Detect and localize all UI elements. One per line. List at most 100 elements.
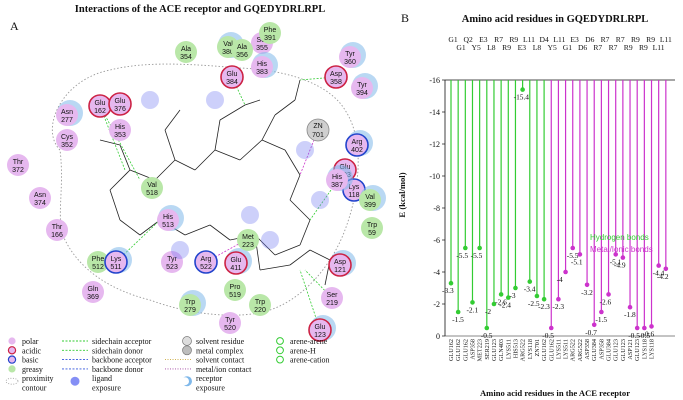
receptor-residue-label: LYS511 <box>563 339 570 359</box>
receptor-residue-label: GLU162 <box>448 339 455 361</box>
value-label: -3.4 <box>524 285 536 294</box>
receptor-residue-label: ASP121 <box>627 339 634 360</box>
legend-label: sidechain donor <box>92 346 143 355</box>
bar-point <box>620 255 626 260</box>
receptor-residue-label: GLU123 <box>613 339 620 361</box>
residue-name: Thr <box>13 159 24 166</box>
residue-name: Glu <box>227 71 238 78</box>
bar-point <box>455 309 461 315</box>
legend-swatch <box>5 377 19 385</box>
receptor-residue-label: HIS513 <box>512 339 519 358</box>
residue-name: Glu <box>315 324 326 331</box>
legend-swatch <box>181 377 189 386</box>
panel-a-title: Interactions of the ACE receptor and GQE… <box>75 4 325 15</box>
zinc-ion-number: 701 <box>312 132 324 139</box>
bar-point <box>498 292 504 297</box>
bar-point <box>477 245 482 251</box>
y-tick-label: -16 <box>429 76 440 85</box>
receptor-residue-label: LYS511 <box>505 339 512 359</box>
value-label: -3 <box>509 291 515 300</box>
bar-point <box>484 325 490 331</box>
legend-label: backbone donor <box>92 365 144 374</box>
ligand-exposure-spot <box>141 91 159 109</box>
receptor-residue-label: ARG522 <box>577 339 584 361</box>
residue-name: Val <box>223 41 233 48</box>
value-label: -1.5 <box>595 315 607 324</box>
legend-label: contour <box>22 384 47 393</box>
value-label: -2 <box>485 307 491 316</box>
residue-number: 353 <box>114 132 126 139</box>
receptor-residue-label: GLU162 <box>548 339 555 361</box>
peptide-residue-label: Q2 <box>464 35 473 44</box>
residue-number: 518 <box>146 190 158 197</box>
residue-nodes: Val380Ser355Ala354His383Ala356Phe391Tyr3… <box>7 22 386 342</box>
value-label: -2.1 <box>466 305 478 314</box>
residue-name: His <box>332 174 343 181</box>
receptor-residue-label: MET223 <box>477 339 484 361</box>
residue-number: 387 <box>331 182 343 189</box>
legend-label: solvent residue <box>196 337 245 346</box>
y-tick-label: -10 <box>429 172 440 181</box>
peptide-residue-label: G1 <box>563 43 572 52</box>
peptide-residue-label: L11 <box>553 35 565 44</box>
residue-name: Val <box>365 194 375 201</box>
bar-point <box>463 245 468 251</box>
bar-point <box>649 324 654 329</box>
residue-name: Ala <box>237 44 247 51</box>
value-label: -0.5 <box>628 331 640 340</box>
ligand-exposure-spot <box>296 141 314 159</box>
legend-label: metal/ion contact <box>196 365 252 374</box>
legend-swatch <box>7 355 17 364</box>
peptide-residue-label: D6 <box>578 43 587 52</box>
chart-ylabel: E (kcal/mol) <box>397 172 407 217</box>
legend-label: acidic <box>22 346 42 355</box>
bar-point <box>634 325 640 331</box>
zinc-ion: ZN 701 <box>306 118 330 142</box>
y-tick-label: -2 <box>433 300 440 309</box>
residue-name: Lys <box>349 184 360 191</box>
value-label: -0.6 <box>643 329 655 338</box>
proximity-contour <box>51 63 359 316</box>
value-label: -4 <box>557 275 563 284</box>
legend-label: proximity <box>22 374 54 383</box>
receptor-residue-label: SER219 <box>484 339 491 360</box>
residue-number: 394 <box>356 90 368 97</box>
value-label: -0.5 <box>481 331 493 340</box>
receptor-residue-label: ASP358 <box>584 339 591 360</box>
panel-a-label: A <box>10 19 19 33</box>
value-label: -2.6 <box>495 297 507 306</box>
chart-xlabel: Amino acid residues in the ACE receptor <box>480 388 630 398</box>
residue-name: Tyr <box>225 317 235 324</box>
residue-name: Trp <box>367 222 377 229</box>
legend-label: exposure <box>92 384 121 393</box>
residue-name: Cys <box>61 134 74 141</box>
bar-point <box>613 252 619 257</box>
value-label: -5.5 <box>456 251 468 260</box>
bar-point <box>577 252 583 257</box>
bar-point <box>663 266 669 272</box>
ligand-exposure-spot <box>311 191 329 209</box>
bar-point <box>491 301 497 307</box>
residue-name: Gln <box>88 286 99 293</box>
residue-name: Trp <box>185 299 195 306</box>
receptor-residue-label: GLU384 <box>591 339 598 361</box>
residue-number: 360 <box>344 59 356 66</box>
residue-name: Phe <box>264 27 277 34</box>
peptide-residue-label: D4 <box>540 35 549 44</box>
residue-number: 356 <box>236 52 248 59</box>
peptide-residue-label: R7 <box>616 35 625 44</box>
residue-number: 166 <box>51 232 63 239</box>
y-tick-label: -4 <box>433 268 440 277</box>
value-label: -1.5 <box>452 315 464 324</box>
